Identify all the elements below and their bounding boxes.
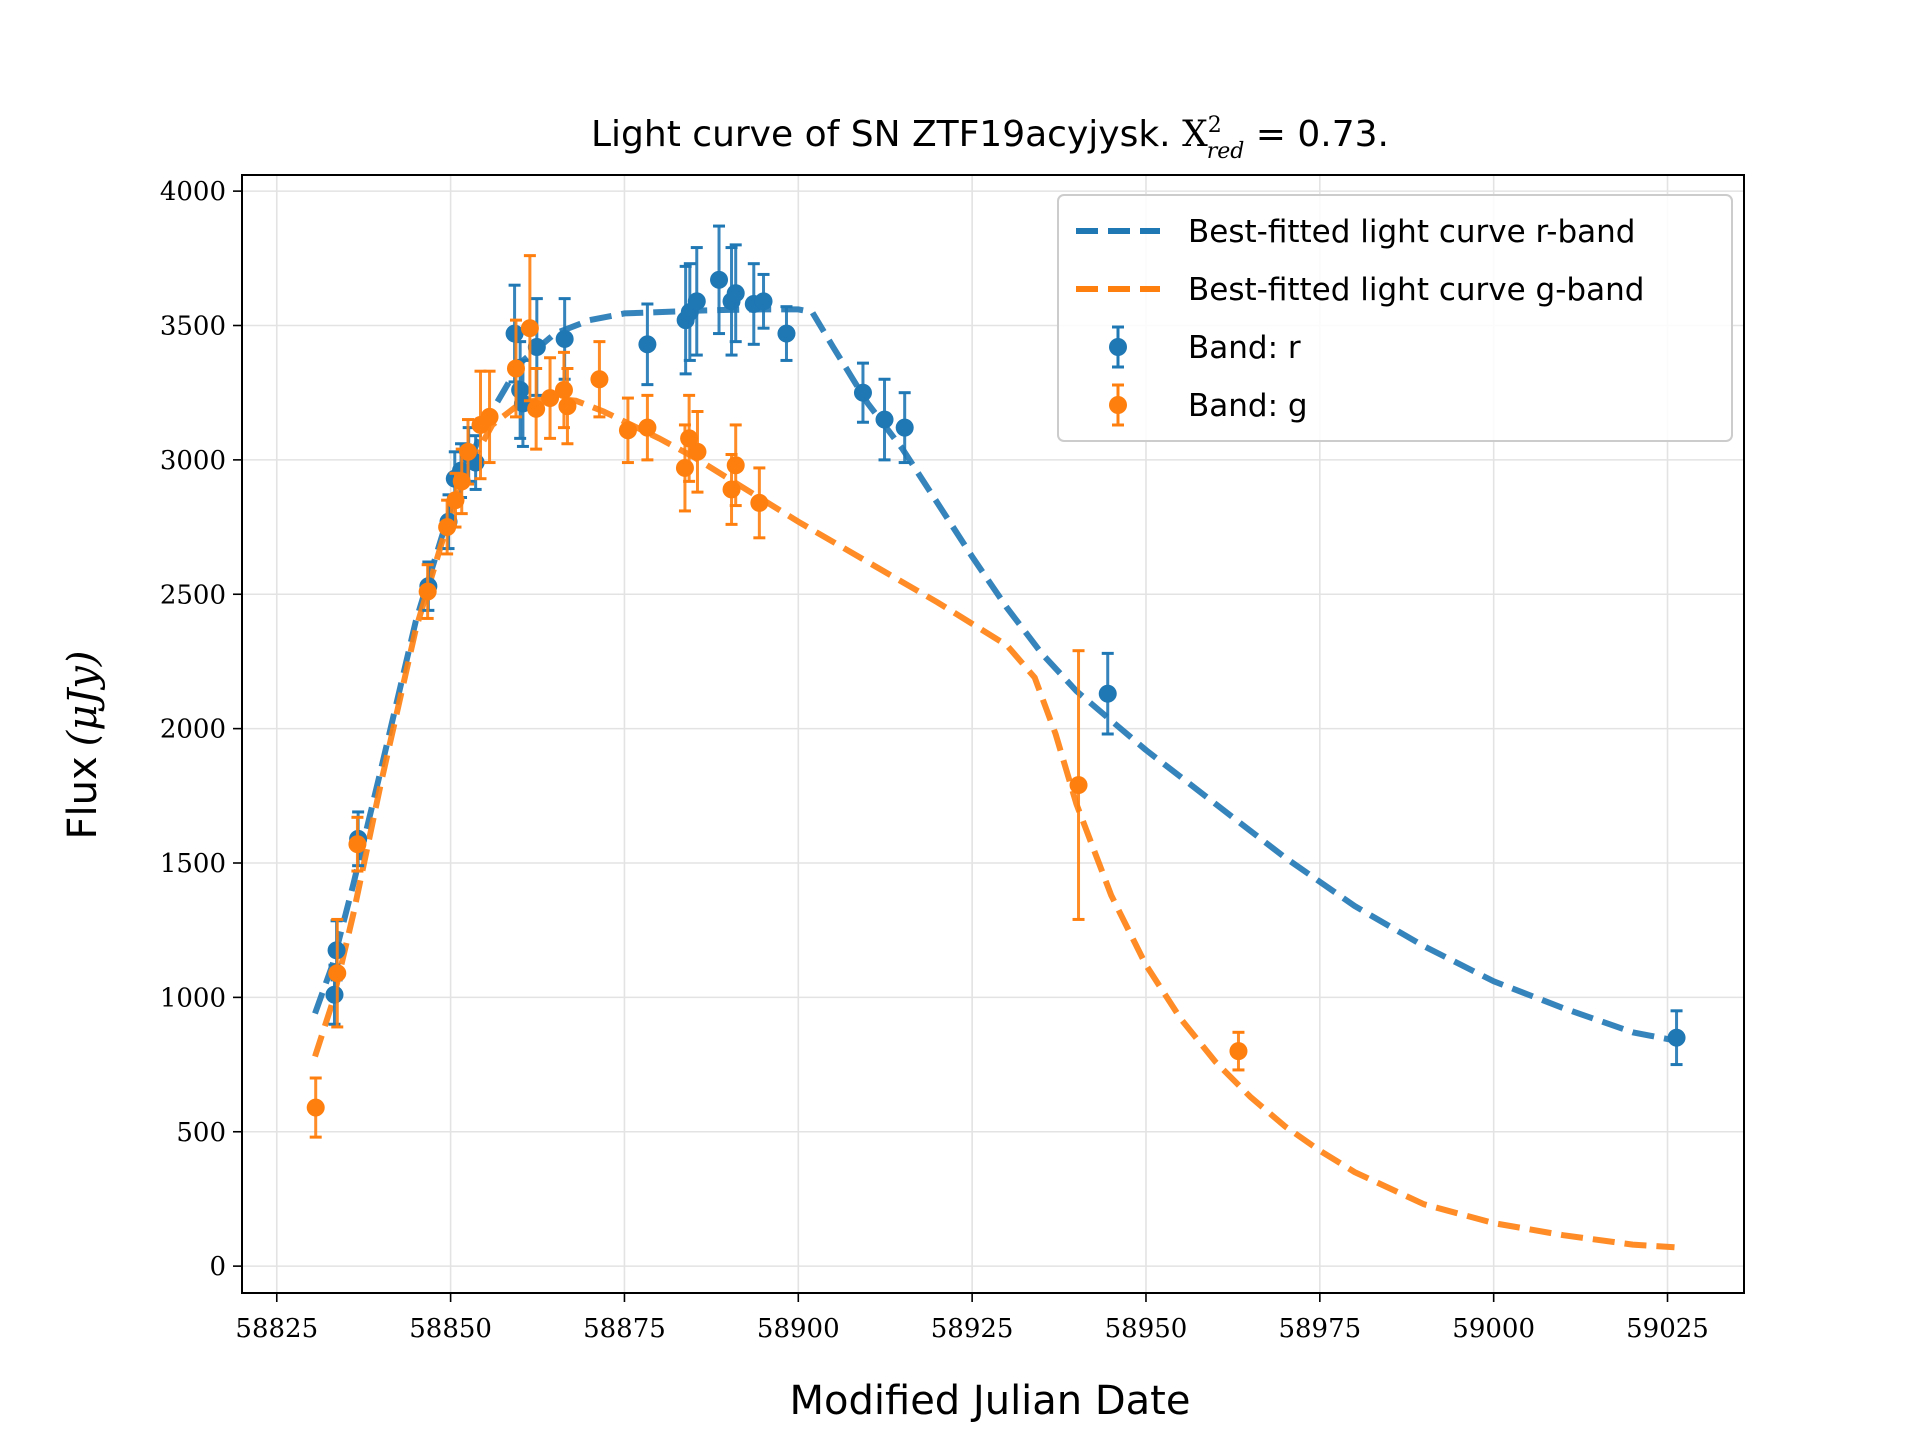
data-point <box>306 1098 325 1117</box>
data-point <box>777 324 796 343</box>
y-tick-label: 1000 <box>160 983 226 1013</box>
data-point <box>726 456 745 475</box>
x-tick-label: 58900 <box>757 1314 840 1344</box>
legend-label: Best-fitted light curve g-band <box>1188 272 1644 308</box>
data-point <box>527 338 546 356</box>
errorbar-series-g <box>306 254 1248 1139</box>
data-point <box>520 319 539 338</box>
x-axis-title: Modified Julian Date <box>790 1378 1191 1424</box>
data-point <box>638 418 657 437</box>
data-point <box>348 835 367 854</box>
x-tick-label: 58875 <box>583 1314 666 1344</box>
x-tick-label: 58925 <box>931 1314 1014 1344</box>
data-point <box>722 480 741 499</box>
y-axis-title: Flux(μJy) <box>60 651 106 840</box>
y-tick-label: 2000 <box>160 715 226 745</box>
legend: Best-fitted light curve r-band Best-fitte… <box>1057 194 1733 442</box>
y-tick-label: 3500 <box>160 312 226 342</box>
data-point <box>480 407 499 426</box>
data-point <box>710 270 729 289</box>
data-point <box>527 399 546 418</box>
legend-box <box>1057 194 1733 442</box>
legend-label: Band: r <box>1188 330 1301 366</box>
series-line-g-band <box>312 395 1675 1251</box>
data-point <box>541 389 560 408</box>
data-point <box>590 370 609 389</box>
data-point <box>328 964 347 983</box>
data-point <box>325 985 344 1004</box>
data-point <box>1229 1042 1248 1061</box>
axis-ticks: 58825 58850 58875 58900 58925 58950 58975 59000… <box>160 177 1709 1344</box>
x-tick-label: 59025 <box>1626 1314 1709 1344</box>
data-point <box>506 359 525 378</box>
data-point <box>895 418 914 437</box>
data-point <box>452 472 471 491</box>
x-tick-label: 58975 <box>1278 1314 1361 1344</box>
y-tick-label: 2500 <box>160 580 226 610</box>
data-point <box>680 429 699 448</box>
data-point <box>687 292 706 311</box>
data-point <box>638 335 657 354</box>
y-tick-label: 500 <box>176 1118 226 1148</box>
data-point <box>1098 684 1117 703</box>
x-tick-label: 58825 <box>235 1314 318 1344</box>
data-point <box>558 397 577 416</box>
legend-point-marker <box>1109 338 1127 356</box>
data-point <box>754 292 773 311</box>
data-point <box>875 410 894 429</box>
data-point <box>446 491 465 510</box>
data-point <box>438 518 457 537</box>
plot-frame <box>241 174 1745 1294</box>
data-point <box>418 582 437 601</box>
chart-title: Light curve of SN ZTF19acyjysk. X2 red = … <box>591 113 1389 164</box>
data-point <box>688 442 707 461</box>
data-point <box>726 284 745 303</box>
y-tick-label: 3000 <box>160 446 226 476</box>
legend-point-marker <box>1109 396 1127 414</box>
data-point <box>1667 1028 1686 1047</box>
data-point <box>1069 776 1088 795</box>
y-tick-label: 4000 <box>160 177 226 207</box>
data-point <box>675 458 694 477</box>
legend-label: Band: g <box>1188 388 1308 424</box>
data-point <box>618 421 637 440</box>
x-tick-label: 58850 <box>409 1314 492 1344</box>
x-tick-label: 58950 <box>1105 1314 1188 1344</box>
plot-series <box>306 224 1686 1251</box>
data-point <box>458 442 477 461</box>
y-tick-label: 0 <box>209 1252 226 1282</box>
x-tick-label: 59000 <box>1452 1314 1535 1344</box>
data-point <box>750 493 769 512</box>
data-point <box>554 381 573 399</box>
data-point <box>853 383 872 402</box>
data-point <box>555 329 574 348</box>
legend-label: Best-fitted light curve r-band <box>1188 214 1636 250</box>
y-tick-label: 1500 <box>160 849 226 879</box>
